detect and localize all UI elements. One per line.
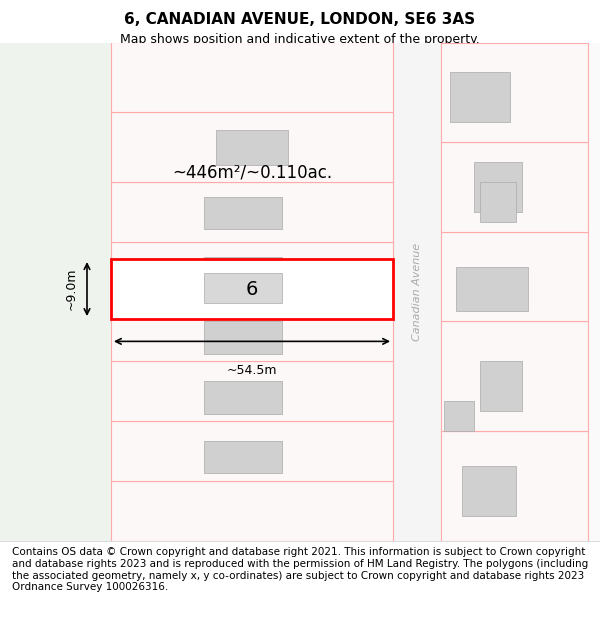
Bar — [216, 129, 288, 164]
Text: Contains OS data © Crown copyright and database right 2021. This information is : Contains OS data © Crown copyright and d… — [12, 548, 588, 592]
Bar — [204, 257, 282, 289]
Bar — [111, 301, 393, 361]
Bar — [393, 42, 441, 541]
Bar — [441, 431, 588, 541]
Bar — [111, 112, 393, 182]
Bar — [204, 272, 282, 302]
Bar — [474, 162, 522, 212]
Bar — [456, 267, 528, 311]
Bar — [111, 421, 393, 481]
Bar — [441, 42, 600, 541]
Bar — [441, 42, 588, 142]
Bar — [111, 42, 393, 112]
Bar — [462, 466, 516, 516]
Text: 6: 6 — [246, 279, 258, 299]
Bar — [111, 259, 393, 319]
Bar — [204, 441, 282, 473]
Bar — [204, 381, 282, 414]
Bar — [111, 481, 393, 541]
Bar — [204, 321, 282, 354]
Bar — [204, 197, 282, 229]
Bar — [450, 72, 510, 122]
Bar — [111, 182, 393, 242]
Text: Canadian Avenue: Canadian Avenue — [412, 242, 422, 341]
Bar — [111, 361, 393, 421]
Text: 6, CANADIAN AVENUE, LONDON, SE6 3AS: 6, CANADIAN AVENUE, LONDON, SE6 3AS — [124, 12, 476, 27]
Bar — [0, 42, 393, 541]
Bar — [444, 401, 474, 431]
Bar — [111, 242, 393, 301]
Bar — [480, 361, 522, 411]
Bar — [480, 182, 516, 222]
Bar — [441, 321, 588, 431]
Bar — [441, 232, 588, 321]
Bar — [441, 142, 588, 232]
Text: ~9.0m: ~9.0m — [65, 268, 78, 311]
Text: Map shows position and indicative extent of the property.: Map shows position and indicative extent… — [120, 33, 480, 46]
Text: ~446m²/~0.110ac.: ~446m²/~0.110ac. — [172, 163, 332, 181]
Text: ~54.5m: ~54.5m — [227, 364, 277, 377]
